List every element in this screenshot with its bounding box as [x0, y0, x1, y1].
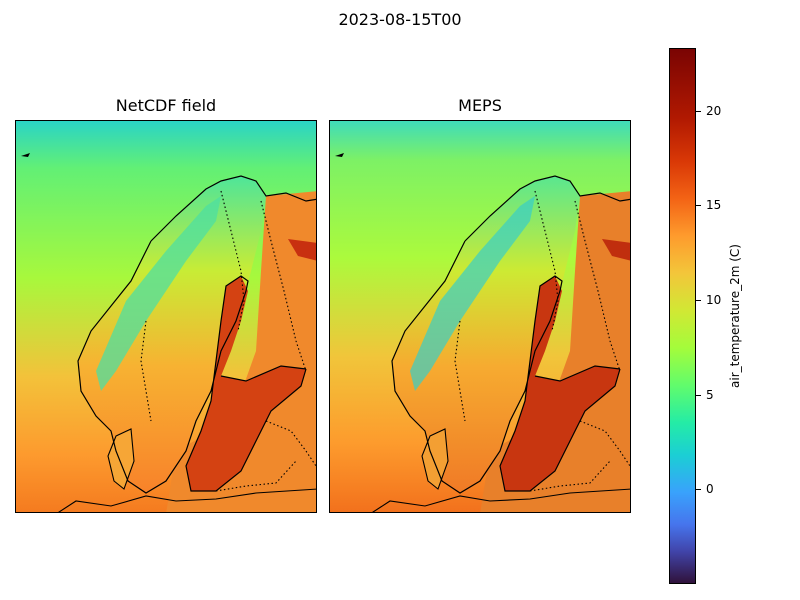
colorbar-tick	[696, 395, 701, 396]
panel-title-meps: MEPS	[329, 96, 631, 115]
colorbar-label: air_temperature_2m (C)	[728, 244, 742, 388]
figure-title: 2023-08-15T00	[0, 10, 800, 29]
map-netcdf	[16, 121, 317, 513]
colorbar-tick	[696, 205, 701, 206]
map-meps	[330, 121, 631, 513]
colorbar-tick-label: 20	[706, 105, 721, 117]
map-panel-meps	[329, 120, 631, 513]
map-panel-netcdf	[15, 120, 317, 513]
colorbar-tick	[696, 489, 701, 490]
colorbar-tick-label: 10	[706, 294, 721, 306]
colorbar	[669, 48, 696, 584]
colorbar-tick-label: 5	[706, 389, 714, 401]
colorbar-tick-label: 15	[706, 199, 721, 211]
panel-title-netcdf: NetCDF field	[15, 96, 317, 115]
colorbar-tick-label: 0	[706, 483, 714, 495]
colorbar-tick	[696, 300, 701, 301]
colorbar-tick	[696, 111, 701, 112]
